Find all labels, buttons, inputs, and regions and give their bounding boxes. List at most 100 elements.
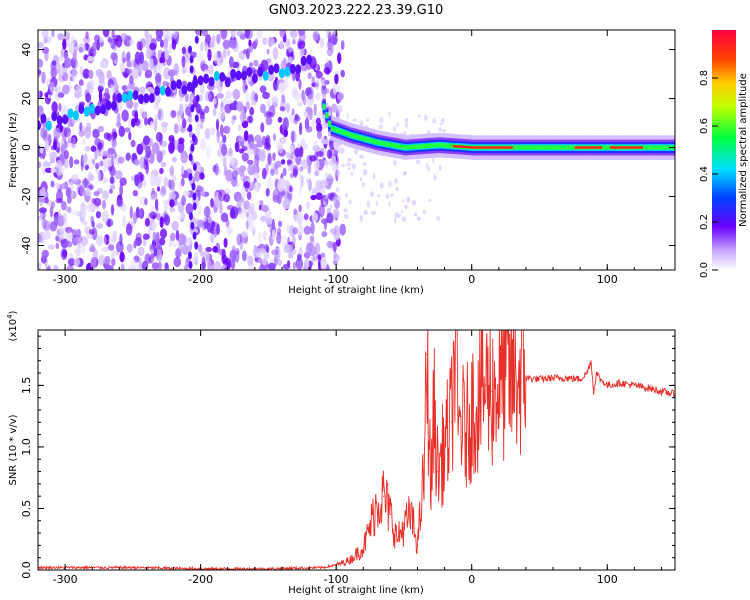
- snr-data-point: [595, 372, 598, 374]
- spectrogram-noise-blob: [220, 212, 229, 223]
- spectrogram-noise-blob: [394, 178, 398, 184]
- spectrogram-noise-blob: [292, 71, 296, 82]
- spectrogram-noise-blob: [287, 244, 294, 254]
- spectrogram-noise-blob: [312, 140, 319, 151]
- spectrogram-noise-blob: [158, 237, 166, 246]
- spectrogram-noise-blob: [194, 252, 198, 263]
- spectrogram-noise-blob: [195, 52, 204, 62]
- spectrogram-noise-blob: [305, 201, 311, 210]
- spectrogram-noise-blob: [337, 52, 342, 64]
- spectrogram-noise-blob: [244, 84, 248, 90]
- spectrogram-noise-blob: [305, 126, 313, 133]
- spectrogram-noise-blob: [205, 246, 213, 253]
- spectrogram-noise-blob: [248, 224, 257, 233]
- spectrogram-noise-blob: [297, 253, 302, 261]
- spectrogram-noise-blob: [211, 220, 216, 228]
- spectrogram-noise-blob: [306, 86, 314, 100]
- spectrogram-ridge-blob: [38, 120, 41, 131]
- spectrogram-noise-blob: [291, 130, 295, 144]
- spectrogram-noise-blob: [291, 248, 297, 255]
- spectrogram-noise-blob: [289, 225, 295, 238]
- spectrogram-noise-blob: [297, 224, 304, 236]
- snr-data-point: [606, 384, 608, 386]
- spectrogram-noise-blob: [129, 206, 133, 219]
- snr-data-point: [505, 378, 507, 380]
- spectrogram-noise-blob: [245, 220, 249, 230]
- spectrogram-noise-blob: [43, 230, 51, 240]
- snr-data-point: [647, 387, 649, 389]
- snr-data-point: [498, 384, 500, 386]
- spectrogram-noise-blob: [331, 31, 339, 38]
- spectrogram-noise-blob: [44, 139, 50, 151]
- y-tick-label: 0: [20, 144, 33, 151]
- spectrogram-noise-blob: [336, 170, 341, 177]
- spectrogram-noise-blob: [266, 48, 270, 55]
- spectrogram-noise-blob: [229, 56, 234, 68]
- spectrogram-noise-blob: [59, 228, 67, 240]
- spectrogram-band-cell: [601, 145, 605, 150]
- spectrogram-noise-blob: [134, 110, 139, 123]
- spectrogram-band-cell: [558, 145, 562, 150]
- spectrogram-band-cell: [322, 104, 326, 109]
- spectrogram-noise-blob: [92, 41, 98, 51]
- spectrogram-noise-blob: [287, 159, 293, 165]
- spectrogram-noise-blob: [229, 156, 235, 166]
- spectrogram-ridge-blob: [67, 108, 74, 119]
- spectrogram-noise-blob: [363, 209, 368, 215]
- spectrogram-band-cell: [412, 144, 416, 150]
- spectrogram-noise-blob: [55, 198, 63, 204]
- spectrogram-noise-blob: [394, 217, 397, 224]
- spectrogram-noise-blob: [123, 72, 129, 79]
- spectrogram-noise-blob: [47, 83, 54, 96]
- spectrogram-noise-blob: [149, 173, 157, 187]
- spectrogram-noise-blob: [118, 125, 126, 138]
- spectrogram-ridge-blob: [116, 93, 123, 103]
- spectrogram-noise-blob: [71, 68, 78, 82]
- spectrogram-noise-blob: [298, 185, 302, 197]
- spectrogram-noise-blob: [285, 38, 291, 48]
- spectrogram-noise-blob: [379, 182, 384, 189]
- spectrogram-band-cell: [333, 127, 337, 132]
- spectrogram-noise-blob: [133, 159, 140, 166]
- spectrogram-streak-blob: [189, 65, 194, 74]
- spectrogram-ridge-blob: [40, 113, 47, 124]
- spectrogram-band-cell: [493, 146, 497, 149]
- spectrogram-noise-blob: [66, 265, 74, 270]
- spectrogram-band-cell: [615, 146, 619, 149]
- spectrogram-noise-blob: [38, 90, 41, 98]
- spectrogram-noise-blob: [86, 81, 92, 91]
- spectrogram-noise-blob: [273, 163, 279, 171]
- spectrogram-noise-blob: [283, 129, 289, 138]
- spectrogram-noise-blob: [310, 194, 317, 201]
- spectrogram-noise-blob: [264, 137, 269, 144]
- spectrogram-noise-blob: [76, 184, 84, 196]
- spectrogram-noise-blob: [162, 199, 169, 205]
- spectrogram-noise-blob: [309, 155, 317, 162]
- spectrogram-noise-blob: [87, 157, 96, 170]
- spectrogram-noise-blob: [426, 162, 429, 169]
- spectrogram-noise-blob: [346, 162, 352, 167]
- spectrogram-noise-blob: [185, 93, 189, 103]
- spectrogram-noise-blob: [83, 177, 88, 189]
- colorbar-ticks: 0.0 0.2 0.4 0.6 0.8: [699, 70, 718, 278]
- snr-data-point: [579, 378, 581, 380]
- spectrogram-band-cell: [553, 145, 557, 150]
- snr-data-point: [518, 376, 520, 378]
- y-tick-label: 0.0: [20, 561, 33, 579]
- spectrogram-noise-blob: [90, 79, 96, 86]
- spectrogram-noise-blob: [155, 131, 163, 143]
- spectrogram-noise-blob: [80, 65, 83, 77]
- spectrogram-noise-blob: [41, 218, 47, 230]
- spectrogram-band-cell: [642, 145, 646, 150]
- spectrogram-noise-blob: [222, 134, 227, 143]
- spectrogram-band-cell: [607, 145, 611, 150]
- spectrogram-noise-blob: [93, 191, 100, 197]
- spectrogram-noise-blob: [206, 222, 212, 233]
- spectrogram-noise-blob: [103, 132, 110, 140]
- spectrogram-noise-blob: [99, 60, 108, 69]
- snr-data-point: [267, 568, 269, 570]
- spectrogram-noise-blob: [293, 208, 298, 215]
- spectrogram-noise-blob: [159, 216, 164, 229]
- spectrogram-noise-blob: [145, 145, 151, 159]
- spectrogram-noise-blob: [55, 235, 60, 242]
